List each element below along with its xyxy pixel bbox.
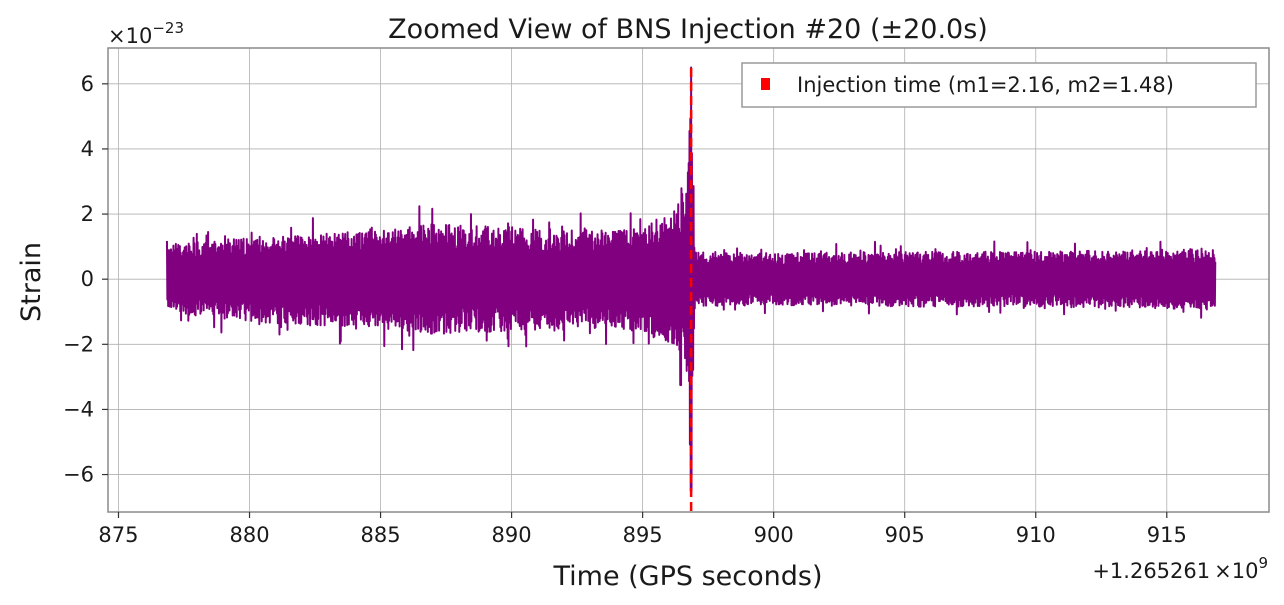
- y-axis-label: Strain: [16, 242, 47, 322]
- x-tick-label: 910: [1016, 523, 1056, 547]
- y-tick-label: −4: [63, 397, 94, 421]
- x-tick-label: 895: [623, 523, 663, 547]
- y-scale-base: ×10: [108, 24, 152, 48]
- x-offset-label: +1.265261 ×109: [1092, 554, 1268, 583]
- legend: Injection time (m1=2.16, m2=1.48): [741, 62, 1257, 108]
- y-scale-label: ×10−23: [108, 19, 184, 48]
- legend-box: [741, 62, 1257, 108]
- x-offset-times: ×10: [1214, 559, 1258, 583]
- strain-series-line: [165, 66, 1217, 492]
- y-tick-label: −6: [63, 463, 94, 487]
- chart-title: Zoomed View of BNS Injection #20 (±20.0s…: [388, 14, 988, 45]
- y-tick-label: 6: [81, 72, 94, 96]
- y-tick-label: 2: [81, 202, 94, 226]
- x-tick-label: 900: [754, 523, 794, 547]
- x-tick-label: 890: [492, 523, 532, 547]
- y-tick-label: 0: [81, 267, 94, 291]
- x-offset-exponent: 9: [1258, 554, 1268, 572]
- axes: 875 880 885 890 895 900 905 910 915 −6 −4 −2 0 2 4 6: [63, 47, 1270, 547]
- y-tick-label: 4: [81, 137, 94, 161]
- axes-frame: [107, 47, 1270, 513]
- x-tick-label: 880: [229, 523, 269, 547]
- x-tick-label: 915: [1147, 523, 1187, 547]
- x-tick-label: 905: [885, 523, 925, 547]
- legend-marker: [761, 78, 770, 90]
- x-axis-label: Time (GPS seconds): [552, 561, 822, 592]
- x-offset-value: +1.265261: [1092, 559, 1210, 583]
- y-tick-label: −2: [63, 332, 94, 356]
- plot-area: [165, 66, 1217, 512]
- y-scale-exponent: −23: [152, 19, 184, 37]
- legend-label: Injection time (m1=2.16, m2=1.48): [797, 73, 1174, 97]
- x-tick-label: 885: [361, 523, 401, 547]
- x-tick-label: 875: [98, 523, 138, 547]
